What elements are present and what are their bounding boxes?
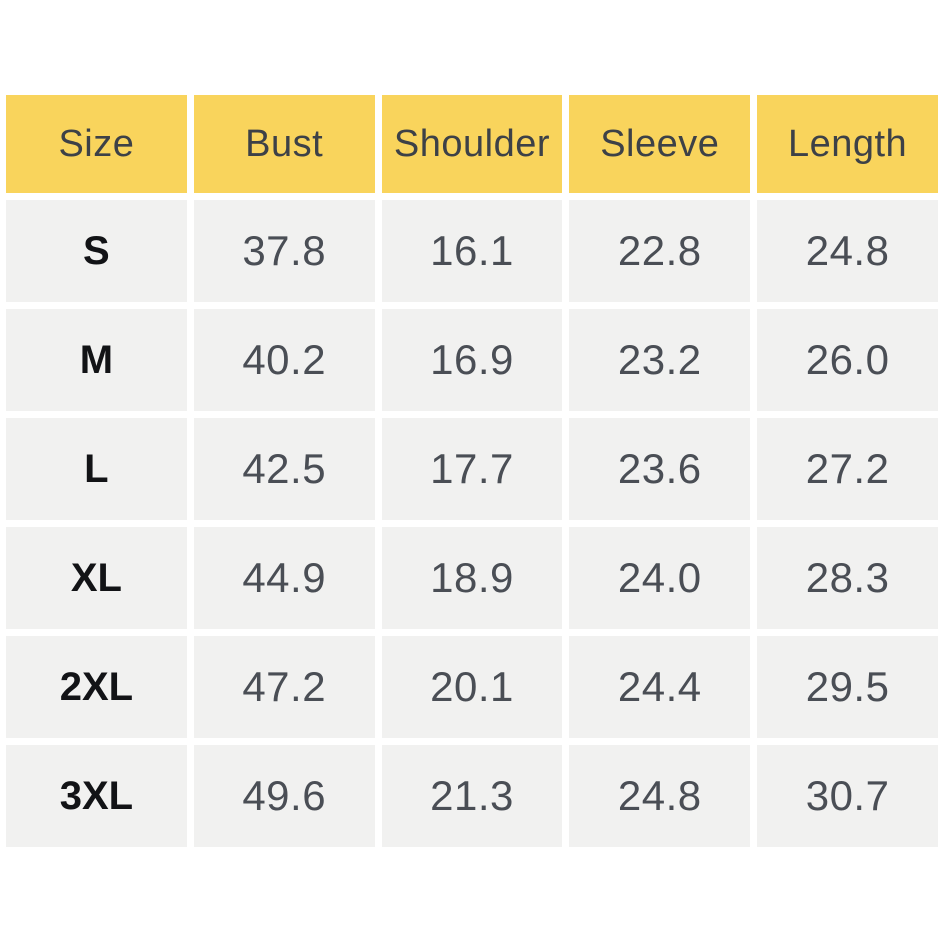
value-cell-2xl-length: 29.5 [757, 636, 938, 738]
value-cell-s-shoulder: 16.1 [381, 200, 563, 302]
value-cell-xl-sleeve: 24.0 [569, 527, 751, 629]
value-cell-3xl-bust: 49.6 [193, 745, 375, 847]
size-cell-2xl: 2XL [6, 636, 187, 738]
value-cell-l-sleeve: 23.6 [569, 418, 751, 520]
value-cell-m-shoulder: 16.9 [381, 309, 563, 411]
header-cell-sleeve: Sleeve [569, 95, 751, 193]
value-cell-2xl-sleeve: 24.4 [569, 636, 751, 738]
value-cell-3xl-length: 30.7 [757, 745, 938, 847]
header-cell-bust: Bust [193, 95, 375, 193]
value-cell-3xl-shoulder: 21.3 [381, 745, 563, 847]
size-cell-s: S [6, 200, 187, 302]
header-cell-shoulder: Shoulder [381, 95, 563, 193]
value-cell-s-bust: 37.8 [193, 200, 375, 302]
value-cell-2xl-bust: 47.2 [193, 636, 375, 738]
header-cell-length: Length [757, 95, 938, 193]
size-cell-3xl: 3XL [6, 745, 187, 847]
value-cell-xl-shoulder: 18.9 [381, 527, 563, 629]
value-cell-m-bust: 40.2 [193, 309, 375, 411]
value-cell-m-sleeve: 23.2 [569, 309, 751, 411]
value-cell-xl-bust: 44.9 [193, 527, 375, 629]
value-cell-l-bust: 42.5 [193, 418, 375, 520]
value-cell-l-shoulder: 17.7 [381, 418, 563, 520]
value-cell-3xl-sleeve: 24.8 [569, 745, 751, 847]
value-cell-xl-length: 28.3 [757, 527, 938, 629]
size-cell-l: L [6, 418, 187, 520]
value-cell-s-length: 24.8 [757, 200, 938, 302]
size-chart-table: Size Bust Shoulder Sleeve Length S 37.8 16.1 22.… [6, 95, 938, 847]
value-cell-l-length: 27.2 [757, 418, 938, 520]
value-cell-m-length: 26.0 [757, 309, 938, 411]
size-cell-xl: XL [6, 527, 187, 629]
value-cell-s-sleeve: 22.8 [569, 200, 751, 302]
size-cell-m: M [6, 309, 187, 411]
header-cell-size: Size [6, 95, 187, 193]
value-cell-2xl-shoulder: 20.1 [381, 636, 563, 738]
